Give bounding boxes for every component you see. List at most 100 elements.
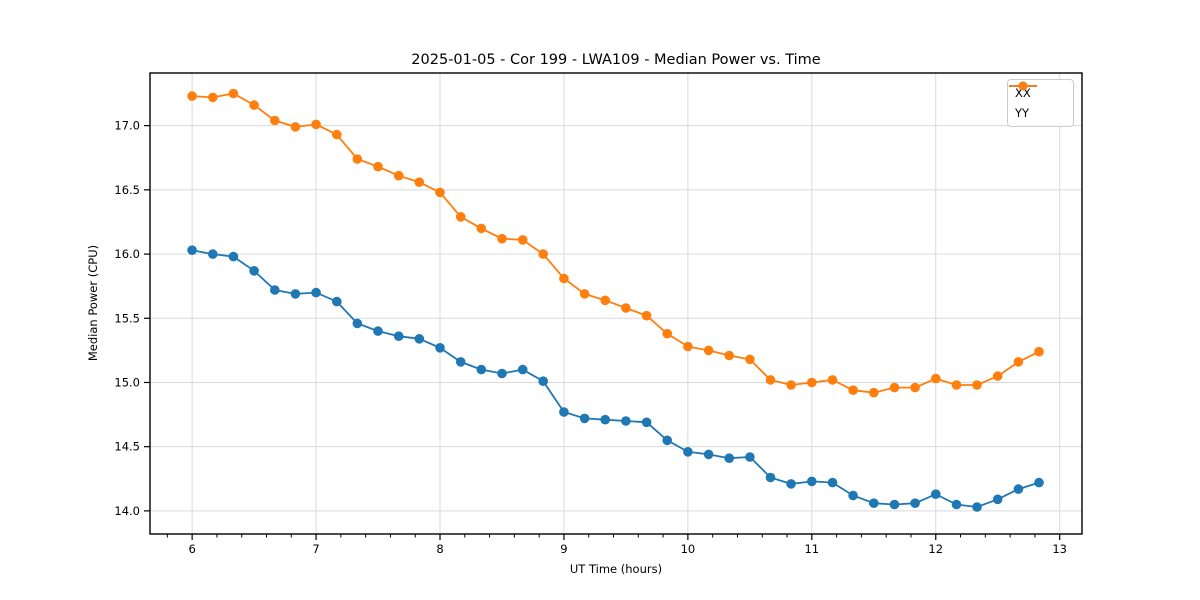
data-point-xx <box>765 472 776 483</box>
x-tick-label: 10 <box>681 542 696 556</box>
data-point-yy <box>724 350 734 361</box>
data-point-xx <box>621 416 631 426</box>
data-point-yy <box>270 115 280 126</box>
data-point-xx <box>497 368 507 379</box>
data-point-xx <box>311 287 321 298</box>
data-point-yy <box>1013 357 1024 367</box>
data-point-yy <box>683 341 693 352</box>
x-tick-label: 6 <box>188 542 195 556</box>
data-point-yy <box>352 154 363 164</box>
data-point-yy <box>290 122 301 132</box>
data-point-xx <box>683 447 693 457</box>
data-point-yy <box>910 382 920 393</box>
data-point-xx <box>641 417 652 428</box>
data-point-xx <box>208 249 218 259</box>
data-point-xx <box>187 245 197 255</box>
data-point-xx <box>352 318 363 329</box>
data-point-xx <box>579 413 590 424</box>
data-point-xx <box>228 251 239 262</box>
data-point-yy <box>497 233 507 244</box>
data-point-yy <box>249 100 259 110</box>
data-point-yy <box>951 380 962 390</box>
gridlines <box>150 73 1082 534</box>
data-point-yy <box>869 387 879 398</box>
data-point-xx <box>414 334 425 344</box>
data-point-yy <box>931 373 941 384</box>
series-line-yy <box>192 92 1040 394</box>
data-point-xx <box>290 289 301 299</box>
data-point-yy <box>579 289 590 299</box>
y-tick-label: 15.0 <box>114 375 140 389</box>
legend-item-yy: YY <box>1009 81 1066 122</box>
x-tick-label: 11 <box>804 542 819 556</box>
data-point-xx <box>393 331 404 342</box>
data-point-yy <box>435 187 445 198</box>
data-point-xx <box>786 479 796 489</box>
data-point-yy <box>393 170 404 181</box>
x-tick-label: 9 <box>560 542 567 556</box>
data-point-yy <box>559 273 569 284</box>
x-tick-label: 13 <box>1052 542 1067 556</box>
x-tick-label: 8 <box>436 542 443 556</box>
data-point-yy <box>621 303 631 313</box>
data-point-yy <box>972 380 982 390</box>
data-point-yy <box>641 310 652 321</box>
data-point-xx <box>972 502 982 512</box>
data-point-yy <box>745 354 755 365</box>
data-point-xx <box>517 364 528 375</box>
data-point-yy <box>538 249 548 259</box>
y-tick-label: 15.5 <box>114 311 140 325</box>
data-point-xx <box>476 364 487 375</box>
data-point-yy <box>1034 346 1044 357</box>
data-point-yy <box>889 382 900 393</box>
axes <box>144 72 1083 540</box>
data-point-yy <box>786 380 796 390</box>
data-point-yy <box>455 212 466 222</box>
data-point-xx <box>455 357 466 367</box>
data-point-yy <box>992 371 1003 381</box>
data-point-xx <box>992 494 1003 505</box>
legend-label-yy: YY <box>1015 106 1030 120</box>
x-tick-label: 12 <box>928 542 943 556</box>
data-point-yy <box>765 375 776 385</box>
legend-line-marker-icon <box>1009 81 1037 91</box>
data-point-yy <box>311 119 321 130</box>
data-point-yy <box>332 129 342 140</box>
data-point-xx <box>910 498 920 509</box>
data-point-yy <box>600 295 610 306</box>
data-point-xx <box>435 343 445 353</box>
data-point-yy <box>848 385 858 396</box>
data-point-xx <box>745 452 755 462</box>
y-tick-label: 14.0 <box>114 504 140 518</box>
data-point-xx <box>1034 477 1044 488</box>
x-axis-label: UT Time (hours) <box>570 562 662 576</box>
data-point-xx <box>827 477 838 488</box>
data-point-xx <box>724 453 734 464</box>
plot-border <box>149 72 1083 535</box>
data-point-yy <box>517 235 528 245</box>
data-point-xx <box>889 499 900 510</box>
data-point-xx <box>1013 484 1024 494</box>
y-tick-label: 16.5 <box>114 183 140 197</box>
y-axis-label: Median Power (CPU) <box>86 245 100 361</box>
data-point-yy <box>208 92 218 103</box>
series-line-xx <box>191 249 1040 508</box>
data-point-yy <box>476 223 487 234</box>
data-point-yy <box>414 177 425 187</box>
data-point-xx <box>373 326 383 336</box>
data-point-yy <box>827 375 838 385</box>
data-point-xx <box>662 435 672 446</box>
data-point-xx <box>848 490 858 501</box>
y-tick-label: 17.0 <box>114 119 140 133</box>
data-point-xx <box>807 476 817 487</box>
data-point-yy <box>807 377 817 388</box>
y-tick-label: 14.5 <box>114 440 140 454</box>
data-point-yy <box>373 161 383 172</box>
legend-label-xx: XX <box>1015 86 1031 100</box>
data-point-yy <box>228 88 239 99</box>
data-point-xx <box>951 499 962 510</box>
tick-labels: 6 7 8 9 10 11 12 13 14.0 14.5 15.0 15.5 16.0 16.5 17.0 <box>114 119 1067 556</box>
y-tick-label: 16.0 <box>114 247 140 261</box>
data-point-xx <box>559 407 569 417</box>
data-point-yy <box>187 91 197 101</box>
